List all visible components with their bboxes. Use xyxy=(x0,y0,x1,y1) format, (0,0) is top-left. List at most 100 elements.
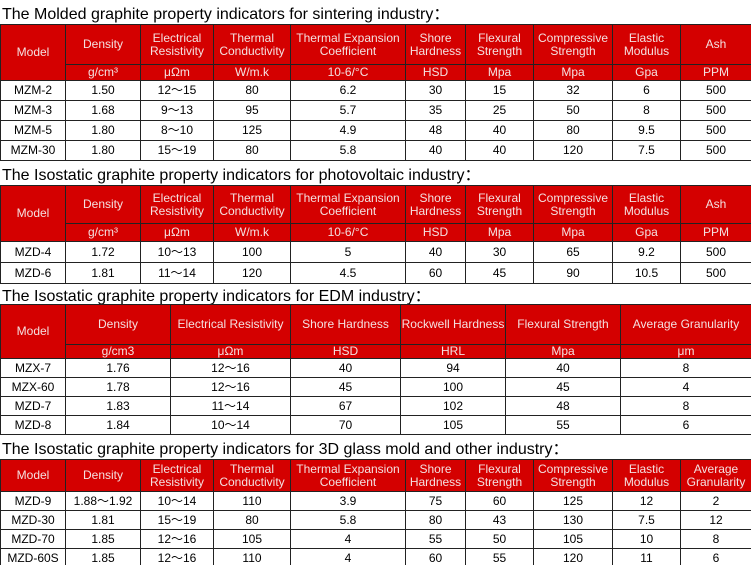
data-cell: 1.50 xyxy=(65,80,141,101)
header-cell: Ash xyxy=(680,185,751,224)
header-cell: Compressive Strength xyxy=(533,459,613,492)
data-cell: 1.72 xyxy=(65,241,141,263)
unit-cell: Mpa xyxy=(465,64,534,81)
header-cell: Thermal Conductivity xyxy=(213,24,291,65)
data-cell: 4 xyxy=(620,377,751,397)
unit-cell: μΩm xyxy=(140,223,214,242)
data-cell: 8～10 xyxy=(140,120,214,141)
data-cell: 500 xyxy=(680,120,751,141)
data-cell: 75 xyxy=(405,491,466,511)
data-cell: 4 xyxy=(290,529,406,549)
header-cell: Flexural Strength xyxy=(465,185,534,224)
header-cell: Electrical Resistivity xyxy=(140,185,214,224)
data-cell: 48 xyxy=(505,396,621,416)
data-cell: 105 xyxy=(213,529,291,549)
data-cell: 80 xyxy=(213,80,291,101)
unit-cell: HSD xyxy=(290,344,401,359)
header-cell: Shore Hardness xyxy=(405,459,466,492)
header-cell: Thermal Expansion Coefficient xyxy=(290,185,406,224)
units-row: g/cm3 μΩm HSD HRL Mpa μm xyxy=(1,344,751,359)
unit-cell: g/cm³ xyxy=(65,64,141,81)
data-cell: 3.9 xyxy=(290,491,406,511)
data-cell: 50 xyxy=(465,529,534,549)
data-cell: MZD-8 xyxy=(0,415,66,435)
data-cell: 1.78 xyxy=(65,377,171,397)
data-cell: 9.5 xyxy=(612,120,681,141)
header-cell: Average Granularity xyxy=(680,459,751,492)
data-cell: 67 xyxy=(290,396,401,416)
data-cell: 6 xyxy=(680,548,751,565)
header-cell: Electrical Resistivity xyxy=(170,304,291,345)
data-cell: 110 xyxy=(213,548,291,565)
data-cell: 500 xyxy=(680,140,751,161)
header-cell: Shore Hardness xyxy=(405,185,466,224)
data-cell: 125 xyxy=(533,491,613,511)
data-cell: 1.80 xyxy=(65,140,141,161)
header-cell: Rockwell Hardness xyxy=(400,304,506,345)
data-cell: 8 xyxy=(680,529,751,549)
data-cell: 32 xyxy=(533,80,613,101)
unit-cell: HRL xyxy=(400,344,506,359)
data-cell: 55 xyxy=(465,548,534,565)
header-cell: Thermal Expansion Coefficient xyxy=(290,24,406,65)
header-cell: Model xyxy=(0,304,66,359)
data-cell: 95 xyxy=(213,100,291,121)
data-cell: 10 xyxy=(612,529,681,549)
data-cell: 80 xyxy=(533,120,613,141)
unit-cell: g/cm³ xyxy=(65,223,141,242)
data-cell: 1.84 xyxy=(65,415,171,435)
data-cell: 7.5 xyxy=(612,140,681,161)
unit-cell: Gpa xyxy=(612,64,681,81)
data-row: MZD-4 1.72 10～13 100 5 40 30 65 9.2 500 xyxy=(0,241,751,263)
property-table: Model Density Electrical Resistivity Shore … xyxy=(0,304,751,435)
section-title: The Molded graphite property indicators … xyxy=(2,6,450,23)
data-cell: 1.88～1.92 xyxy=(65,491,141,511)
data-cell: 65 xyxy=(533,241,613,263)
data-cell: MZX-60 xyxy=(0,377,66,397)
data-cell: 1.81 xyxy=(65,510,141,530)
data-row: MZD-6 1.81 11～14 120 4.5 60 45 90 10.5 500 xyxy=(0,262,751,284)
data-cell: MZD-9 xyxy=(0,491,66,511)
unit-cell: Mpa xyxy=(465,223,534,242)
unit-cell: PPM xyxy=(680,64,751,81)
data-row: MZD-8 1.84 10～14 70 105 55 6 xyxy=(0,415,751,435)
data-cell: 50 xyxy=(533,100,613,121)
unit-cell: PPM xyxy=(680,223,751,242)
data-cell: 5.7 xyxy=(290,100,406,121)
data-cell: 102 xyxy=(400,396,506,416)
data-cell: 1.85 xyxy=(65,548,141,565)
data-cell: 6 xyxy=(612,80,681,101)
data-cell: 100 xyxy=(213,241,291,263)
data-cell: 60 xyxy=(405,262,466,284)
units-row: g/cm³ μΩm W/m.k 10-6/°C HSD Mpa Mpa Gpa PPM xyxy=(1,223,751,242)
data-cell: 7.5 xyxy=(612,510,681,530)
data-cell: 4.5 xyxy=(290,262,406,284)
data-cell: 1.80 xyxy=(65,120,141,141)
data-cell: 12～15 xyxy=(140,80,214,101)
data-cell: 105 xyxy=(533,529,613,549)
data-cell: 10～13 xyxy=(140,241,214,263)
data-cell: MZM-30 xyxy=(0,140,66,161)
data-cell: 80 xyxy=(213,510,291,530)
data-cell: 15～19 xyxy=(140,510,214,530)
data-cell: 6 xyxy=(620,415,751,435)
data-cell: 90 xyxy=(533,262,613,284)
header-row: Model Density Electrical Resistivity Therma… xyxy=(0,24,751,81)
unit-cell: 10-6/°C xyxy=(290,223,406,242)
data-cell: 40 xyxy=(290,358,401,378)
property-table: Model Density Electrical Resistivity Therma… xyxy=(0,24,751,161)
data-row: MZX-7 1.76 12～16 40 94 40 8 xyxy=(0,358,751,378)
data-cell: 8 xyxy=(620,358,751,378)
data-cell: 48 xyxy=(405,120,466,141)
data-cell: 11 xyxy=(612,548,681,565)
data-cell: 15～19 xyxy=(140,140,214,161)
data-cell: 8 xyxy=(612,100,681,121)
data-cell: 45 xyxy=(465,262,534,284)
data-cell: MZD-70 xyxy=(0,529,66,549)
section-title: The Isostatic graphite property indicato… xyxy=(2,288,431,304)
data-cell: 40 xyxy=(405,140,466,161)
data-cell: 4 xyxy=(290,548,406,565)
data-cell: 1.81 xyxy=(65,262,141,284)
unit-cell: Mpa xyxy=(533,223,613,242)
unit-cell: Mpa xyxy=(505,344,621,359)
